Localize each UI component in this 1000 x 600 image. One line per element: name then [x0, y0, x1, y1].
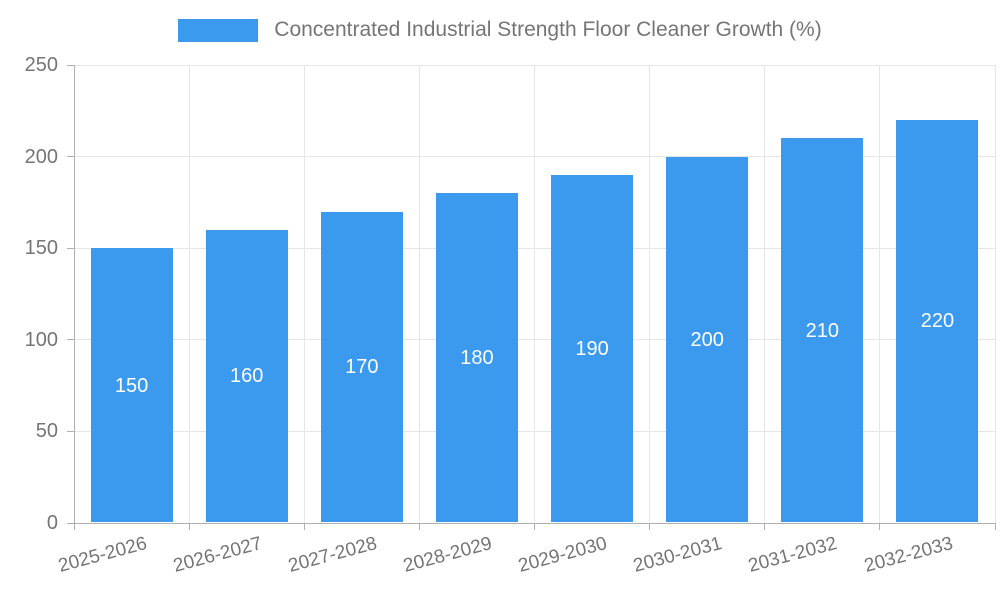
x-axis-tick-label: 2028-2029: [401, 533, 495, 577]
y-axis-tick: [67, 64, 74, 66]
y-axis-tick-label: 0: [46, 512, 58, 534]
y-axis-line: [73, 65, 75, 530]
x-axis-tick-label: 2030-2031: [631, 533, 725, 577]
x-axis-tick-label: 2025-2026: [55, 533, 149, 577]
x-gridline: [188, 65, 190, 523]
bar[interactable]: [551, 174, 634, 522]
y-axis-tick-label: 250: [24, 54, 58, 76]
x-gridline: [879, 65, 881, 523]
x-axis-tick: [188, 523, 190, 530]
x-axis-tick-label: 2026-2027: [170, 533, 265, 577]
x-axis-tick: [994, 523, 996, 530]
x-axis-tick: [418, 523, 420, 530]
bar[interactable]: [90, 248, 173, 522]
x-gridline: [303, 65, 305, 523]
x-axis-tick-label: 2031-2032: [746, 533, 840, 577]
x-gridline: [764, 65, 766, 523]
x-gridline: [649, 65, 651, 523]
bar[interactable]: [781, 138, 864, 522]
y-axis-tick: [67, 522, 74, 524]
x-axis-tick: [303, 523, 305, 530]
y-axis-tick-label: 100: [24, 328, 58, 351]
bar[interactable]: [205, 229, 288, 522]
x-gridline: [418, 65, 420, 523]
x-axis-line: [74, 522, 995, 524]
y-axis-tick: [67, 430, 74, 432]
legend-color-swatch: [178, 18, 259, 42]
y-axis-tick: [67, 247, 74, 249]
x-axis-tick-label: 2029-2030: [516, 533, 610, 577]
x-axis-tick: [764, 523, 766, 530]
y-axis-tick-label: 50: [35, 420, 58, 443]
bar[interactable]: [320, 211, 403, 522]
x-axis-tick: [649, 523, 651, 530]
chart-title: Concentrated Industrial Strength Floor C…: [274, 18, 822, 41]
x-axis-tick-label: 2027-2028: [286, 533, 380, 577]
bar[interactable]: [666, 156, 749, 522]
x-axis-tick-label: 2032-2033: [861, 533, 955, 577]
x-axis-tick: [534, 523, 535, 530]
legend-item[interactable]: Concentrated Industrial Strength Floor C…: [0, 18, 1000, 42]
y-axis-tick-label: 150: [24, 237, 58, 260]
x-gridline: [994, 65, 996, 523]
x-gridline: [534, 65, 535, 523]
x-axis-tick: [879, 523, 881, 530]
bar[interactable]: [435, 193, 518, 522]
y-axis-tick: [67, 156, 74, 158]
y-axis-tick: [67, 339, 74, 341]
bar[interactable]: [896, 119, 979, 522]
y-axis-tick-label: 200: [24, 145, 58, 168]
